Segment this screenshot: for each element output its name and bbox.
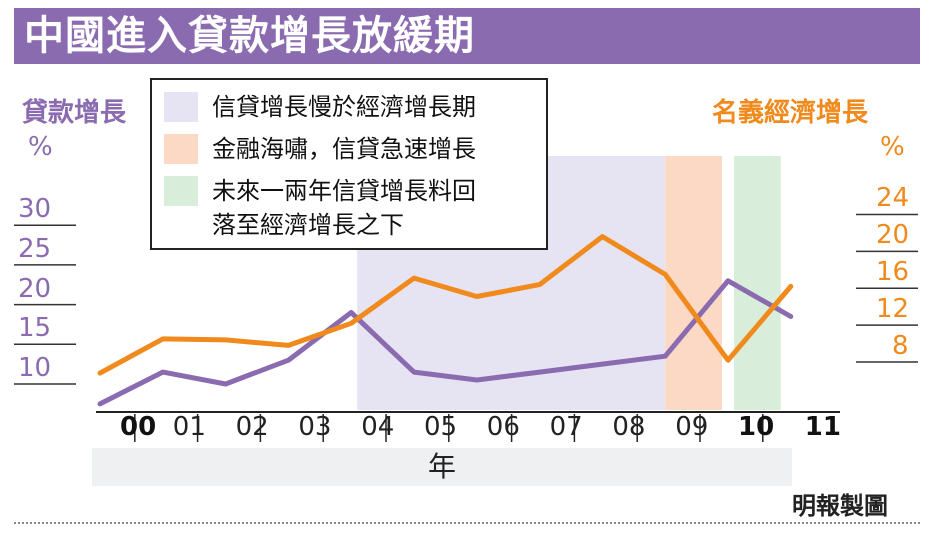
left-tick-label: 20 bbox=[18, 273, 52, 304]
chart-title: 中國進入貸款增長放緩期 bbox=[24, 13, 475, 59]
right-tick-label: 12 bbox=[876, 294, 910, 325]
x-tick-label: 04 bbox=[361, 412, 395, 442]
dotted-divider bbox=[14, 522, 920, 524]
x-tick-label: 09 bbox=[675, 412, 709, 442]
legend-swatch-future-outlook bbox=[164, 176, 198, 206]
x-tick-label: 08 bbox=[612, 412, 646, 442]
legend-label: 信貸增長慢於經濟增長期 bbox=[212, 93, 476, 121]
shaded-period bbox=[734, 156, 781, 410]
x-tick-label: 00 bbox=[120, 412, 157, 442]
left-tick-label: 15 bbox=[18, 313, 52, 344]
x-tick-label: 06 bbox=[486, 412, 520, 442]
right-axis-title: 名義經濟增長 bbox=[712, 98, 869, 128]
x-tick-label: 01 bbox=[172, 412, 206, 442]
right-axis-unit: % bbox=[880, 132, 905, 162]
right-tick-label: 20 bbox=[876, 220, 910, 251]
x-tick-label: 02 bbox=[235, 412, 269, 442]
legend-label: 未來一兩年信貸增長料回 bbox=[212, 177, 476, 205]
nominal-gdp-growth-line bbox=[97, 234, 794, 376]
left-tick-label: 25 bbox=[18, 233, 52, 264]
x-tick-label: 10 bbox=[738, 412, 775, 442]
right-tick-label: 16 bbox=[876, 257, 910, 288]
right-tick-label: 8 bbox=[892, 331, 909, 361]
legend-label: 金融海嘯，信貸急速增長 bbox=[212, 135, 476, 163]
loan-growth-line bbox=[97, 278, 794, 407]
left-tick-label: 30 bbox=[18, 194, 52, 225]
legend-swatch-financial-tsunami bbox=[164, 134, 198, 164]
left-axis-unit: % bbox=[28, 132, 53, 162]
left-tick-label: 10 bbox=[18, 353, 52, 383]
x-tick-label: 03 bbox=[298, 412, 332, 442]
right-tick-label: 24 bbox=[876, 183, 910, 214]
left-axis-title: 貸款增長 bbox=[22, 98, 127, 128]
legend: 信貸增長慢於經濟增長期 金融海嘯，信貸急速增長 未來一兩年信貸增長料回 落至經濟… bbox=[150, 78, 548, 250]
credit-label: 明報製圖 bbox=[792, 492, 888, 520]
shaded-period bbox=[665, 156, 722, 410]
x-axis-band bbox=[92, 448, 792, 486]
title-bar: 中國進入貸款增長放緩期 bbox=[14, 8, 920, 64]
x-tick-label: 07 bbox=[549, 412, 583, 442]
x-tick-label: 11 bbox=[804, 412, 841, 442]
x-tick-label: 05 bbox=[424, 412, 458, 442]
legend-swatch-slow-credit bbox=[164, 92, 198, 122]
x-axis-title: 年 bbox=[428, 450, 457, 483]
legend-label-line2: 落至經濟增長之下 bbox=[212, 211, 404, 239]
